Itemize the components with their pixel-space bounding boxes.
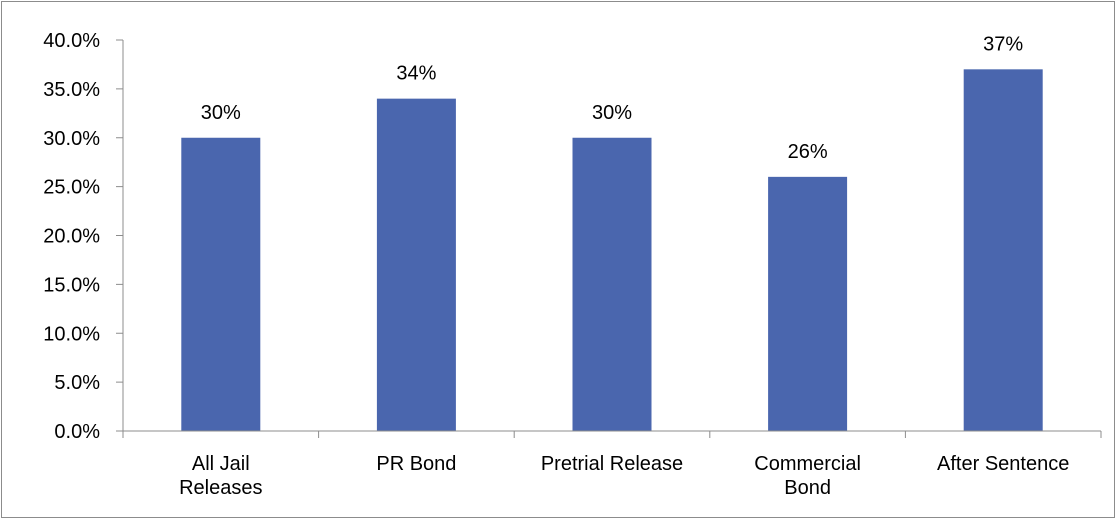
y-tick-label: 25.0% — [43, 177, 100, 199]
x-category-label: After Sentence — [937, 453, 1069, 475]
x-category-label-line: PR Bond — [376, 453, 456, 475]
x-category-label-line: Bond — [784, 477, 831, 499]
y-tick-label: 35.0% — [43, 79, 100, 101]
axes — [122, 40, 1102, 438]
bar — [376, 98, 456, 432]
bar — [572, 137, 652, 431]
bar — [181, 137, 261, 431]
data-label: 30% — [201, 102, 241, 124]
x-category-label: PR Bond — [376, 453, 456, 475]
bar — [963, 69, 1043, 431]
bars — [181, 69, 1043, 432]
x-category-label: Commercial Bond — [754, 453, 861, 499]
y-tick-label: 40.0% — [43, 30, 100, 52]
x-category-label: All Jail Releases — [179, 453, 262, 499]
y-tick-label: 10.0% — [43, 323, 100, 345]
y-tick-label: 30.0% — [43, 128, 100, 150]
y-tick-label: 15.0% — [43, 274, 100, 296]
data-labels: 30% 34% 30% 26% 37% — [201, 33, 1024, 163]
x-category-label-line: Pretrial Release — [541, 453, 683, 475]
x-category-label-line: After Sentence — [937, 453, 1069, 475]
x-axis-labels: All Jail Releases PR Bond Pretrial Release C… — [179, 453, 1069, 499]
y-tick-label: 20.0% — [43, 226, 100, 248]
data-label: 34% — [396, 63, 436, 85]
data-label: 37% — [983, 33, 1023, 55]
x-category-label-line: Commercial — [754, 453, 861, 475]
y-tick-label: 5.0% — [54, 372, 100, 394]
x-category-label-line: Releases — [179, 477, 262, 499]
bar — [768, 176, 848, 431]
data-label: 30% — [592, 102, 632, 124]
x-category-label-line: All Jail — [192, 453, 250, 475]
y-axis-ticks: 0.0% 5.0% 10.0% 15.0% 20.0% 25.0% 30.0% 35.0% 40… — [43, 30, 123, 443]
data-label: 26% — [788, 141, 828, 163]
y-tick-label: 0.0% — [54, 421, 100, 443]
x-category-label: Pretrial Release — [541, 453, 683, 475]
